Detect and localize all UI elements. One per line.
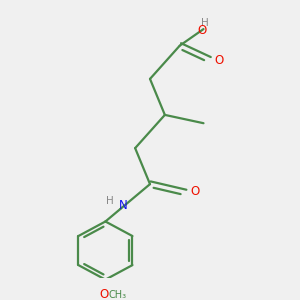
Text: H: H — [106, 196, 114, 206]
Text: H: H — [201, 18, 209, 28]
Text: CH₃: CH₃ — [109, 290, 127, 300]
Text: O: O — [197, 24, 207, 37]
Text: O: O — [214, 54, 224, 68]
Text: N: N — [119, 199, 128, 212]
Text: O: O — [100, 288, 109, 300]
Text: O: O — [190, 184, 200, 197]
